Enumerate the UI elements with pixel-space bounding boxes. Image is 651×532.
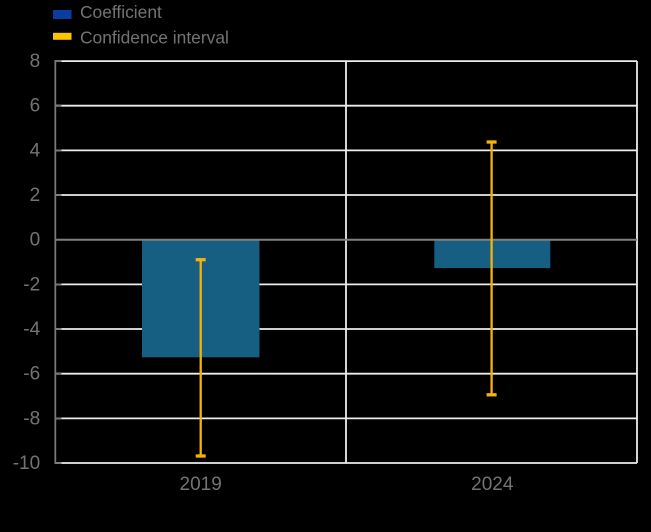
svg-text:0: 0 [30,230,41,251]
svg-text:2019: 2019 [180,474,222,495]
svg-text:-6: -6 [23,364,40,385]
svg-text:Confidence interval: Confidence interval [80,27,229,47]
svg-text:-4: -4 [23,319,40,340]
svg-text:-10: -10 [13,453,40,474]
svg-text:2: 2 [30,185,41,206]
svg-text:2024: 2024 [471,474,514,495]
svg-text:6: 6 [30,96,41,117]
svg-text:4: 4 [30,140,41,161]
svg-text:-8: -8 [23,408,40,429]
svg-text:-2: -2 [23,274,40,295]
svg-text:Coefficient: Coefficient [80,2,162,22]
svg-text:8: 8 [30,51,41,72]
